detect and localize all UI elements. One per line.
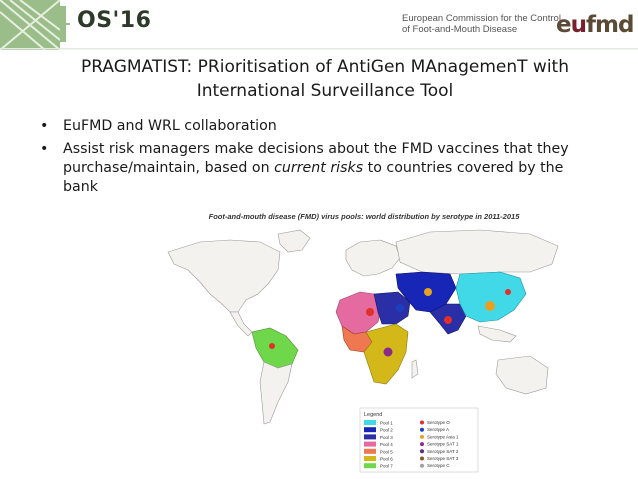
legend-pool-swatch: [364, 456, 376, 461]
legend-pool-label: Pool 3: [380, 435, 393, 440]
conference-logo: OS'16: [77, 8, 152, 33]
east-asia: [455, 271, 527, 323]
serotype-pie: [269, 343, 275, 349]
bullet-list: • EuFMD and WRL collaboration • Assist r…: [40, 117, 600, 201]
serotype-pie: [383, 347, 393, 357]
legend-pool-swatch: [364, 441, 376, 447]
legend-pool-label: Pool 5: [380, 449, 393, 454]
legend-serotype-dot: [420, 427, 424, 432]
bullet-text: EuFMD and WRL collaboration: [63, 118, 277, 134]
greenland: [277, 229, 311, 253]
legend-serotype-label: Serotype A: [427, 427, 449, 432]
legend-pool-label: Pool 2: [380, 428, 393, 433]
africa-north-east: [373, 291, 411, 325]
commission-name: European Commission for the Control of F…: [402, 13, 561, 35]
eufmd-logo-prefix: e: [556, 12, 572, 38]
legend-pool-swatch: [364, 434, 376, 440]
eufmd-logo: eufmd: [556, 12, 634, 38]
legend-serotype-label: Serotype SAT 2: [427, 449, 459, 454]
slide-title-line-2: International Surveillance Tool: [196, 81, 454, 101]
legend-serotype-dot: [420, 420, 424, 425]
africa-north-west: [335, 291, 383, 335]
legend-title: Legend: [364, 412, 382, 418]
legend-pool-swatch: [364, 448, 376, 454]
north-asia: [395, 229, 559, 275]
commission-line-2: of Foot-and-Mouth Disease: [402, 24, 518, 35]
legend-serotype-dot: [420, 442, 424, 447]
serotype-pie: [396, 304, 404, 312]
bullet-dot: •: [40, 118, 49, 134]
serotype-pie-markers: [269, 288, 511, 357]
map-legend: Legend Pool 1 Pool 2 Pool 3 Pool 4 Pool 5 Poo…: [359, 407, 479, 473]
serotype-pie: [485, 301, 495, 311]
fmd-world-map-figure: Foot-and-mouth disease (FMD) virus pools…: [160, 212, 568, 474]
serotype-pie: [424, 288, 432, 296]
legend-pool-label: Pool 7: [380, 464, 393, 469]
legend-serotype-dot: [420, 449, 424, 454]
south-america-south: [259, 361, 293, 425]
serotype-pie: [505, 289, 511, 295]
bullet-emphasis: current risks: [274, 160, 364, 176]
legend-pool-swatch: [364, 463, 376, 469]
map-title: Foot-and-mouth disease (FMD) virus pools…: [208, 212, 520, 221]
south-america-north: [251, 327, 299, 369]
southeast-asia: [477, 325, 517, 343]
europe: [345, 239, 401, 277]
legend-serotype-dot: [420, 434, 424, 439]
legend-serotype-label: Serotype SAT 1: [427, 442, 459, 447]
commission-line-1: European Commission for the Control: [402, 13, 561, 24]
legend-pool-swatch: [364, 427, 376, 433]
madagascar: [411, 359, 419, 379]
legend-serotype-label: Serotype SAT 3: [427, 456, 459, 461]
slide-title-line-1: PRAGMATIST: PRioritisation of AntiGen MA…: [80, 57, 569, 77]
legend-pool-label: Pool 6: [380, 457, 393, 462]
legend-pool-label: Pool 1: [380, 421, 393, 426]
bullet-text-end: to countries covered by the bank: [63, 160, 564, 195]
legend-serotype-label: Serotype Asia 1: [427, 434, 459, 439]
legend-pool-swatch: [364, 420, 376, 425]
australia: [495, 355, 549, 395]
eufmd-logo-suffix: fmd: [585, 12, 634, 38]
world-map: Legend Pool 1 Pool 2 Pool 3 Pool 4 Pool 5 Poo…: [167, 229, 559, 473]
legend-serotype-label: Serotype O: [427, 420, 450, 425]
central-america: [229, 311, 253, 337]
bullet-item: • Assist risk managers make decisions ab…: [40, 140, 600, 197]
legend-serotype-dot: [420, 463, 424, 468]
serotype-pie: [366, 308, 374, 316]
serotype-pie: [444, 316, 452, 324]
eufmd-logo-globe: u: [570, 12, 587, 38]
bullet-item: • EuFMD and WRL collaboration: [40, 117, 600, 136]
header-decoration: [0, 0, 638, 50]
slide-header: OS'16 European Commission for the Contro…: [0, 0, 638, 50]
legend-serotype-dot: [420, 456, 424, 461]
bullet-dot: •: [40, 141, 49, 157]
legend-pool-label: Pool 4: [380, 442, 393, 447]
slide-title: PRAGMATIST: PRioritisation of AntiGen MA…: [40, 55, 610, 103]
legend-serotype-label: Serotype C: [427, 463, 450, 468]
north-america: [167, 239, 281, 313]
bullet-text-start: Assist risk managers make decisions abou…: [63, 141, 569, 176]
